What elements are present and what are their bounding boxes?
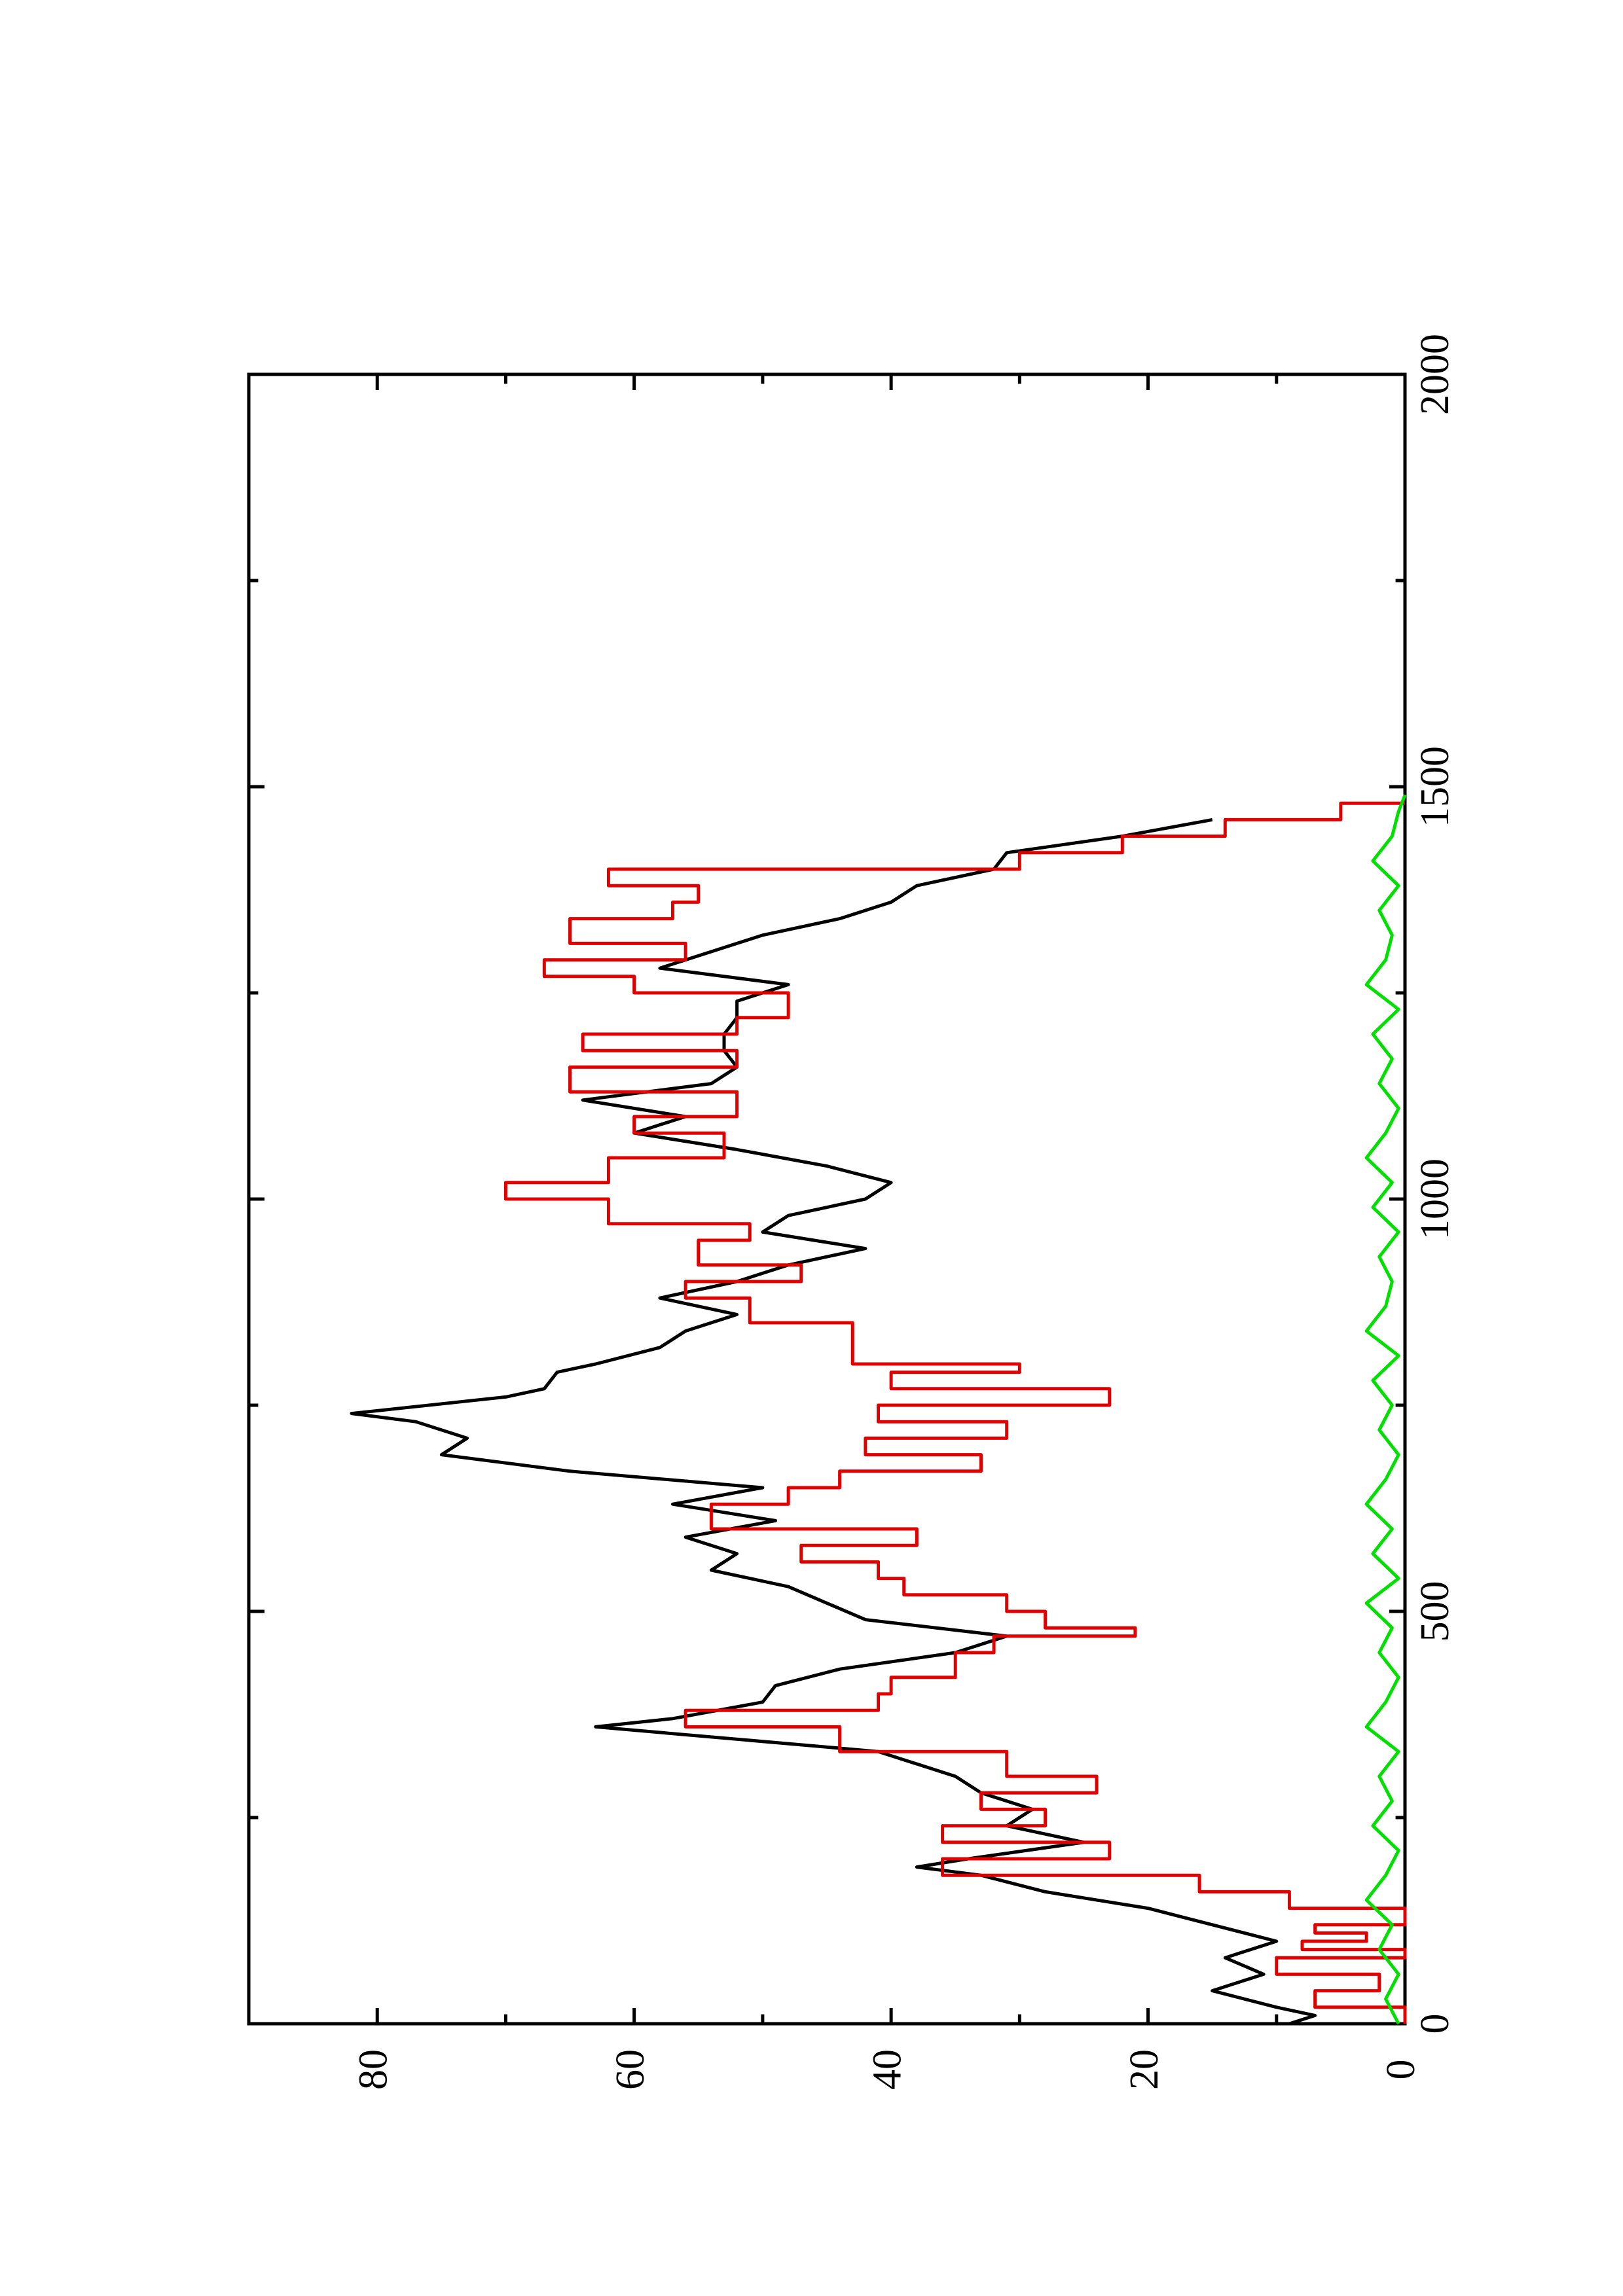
x-tick-label: 0 (1413, 2014, 1457, 2034)
x-tick-label: 2000 (1413, 334, 1457, 415)
x-tick-label: 500 (1413, 1581, 1457, 1642)
plot-frame (247, 372, 1407, 2026)
series-layer (350, 794, 1407, 2026)
series-line-3 (1364, 794, 1407, 2025)
series-line-2 (503, 801, 1407, 2024)
x-tick-label: 1500 (1413, 746, 1457, 827)
axis-ticks (247, 372, 1407, 2026)
series-line-1 (350, 817, 1317, 2026)
y-tick-label: 60 (608, 2049, 653, 2090)
y-tick-label: 80 (351, 2049, 395, 2090)
y-tick-label: 0 (1379, 2060, 1423, 2080)
axis-tick-labels: 0 500 1000 1500 2000 0 20 40 60 80 (351, 334, 1457, 2090)
y-tick-label: 40 (865, 2049, 909, 2090)
x-tick-label: 1000 (1413, 1158, 1457, 1240)
y-tick-label: 20 (1122, 2049, 1167, 2090)
